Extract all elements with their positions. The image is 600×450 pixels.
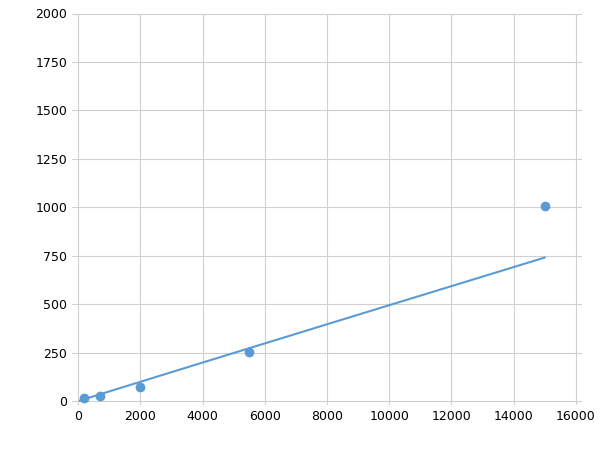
Point (540, 203, 550, 210)
Point (95, 393, 105, 400)
Point (244, 348, 254, 356)
Point (80, 395, 89, 402)
Point (136, 383, 145, 390)
